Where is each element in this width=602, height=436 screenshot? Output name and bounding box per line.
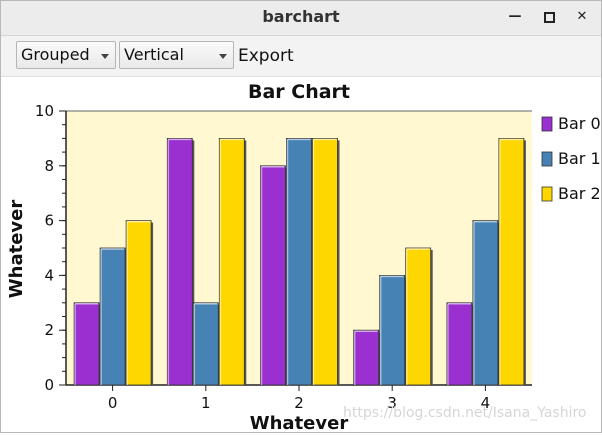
chart-area: Bar Chart 0 2 4 6 8 10 0 1 2 3 4 Whatever Whatever Bar… [1,77,601,434]
bar [353,329,380,386]
bar [312,138,338,386]
title-bar: barchart — ✕ [1,1,601,36]
x-tick-label: 1 [201,394,211,412]
y-tick-label: 8 [44,157,54,175]
y-axis-label: Whatever [6,200,27,299]
minimize-button[interactable]: — [506,8,524,26]
maximize-button[interactable] [540,8,558,26]
x-tick-label: 2 [294,394,304,412]
chart-title: Bar Chart [248,81,350,103]
x-tick-label: 0 [108,394,118,412]
y-tick-label: 0 [44,376,54,394]
x-tick-label: 4 [481,394,491,412]
y-tick-label: 6 [44,212,54,230]
bar [218,138,245,386]
bar [498,138,525,386]
bar [192,302,219,386]
bar [99,247,126,386]
legend-swatch [541,186,553,202]
toolbar: Grouped Vertical Export [1,36,601,77]
bar [405,247,432,386]
bar [166,138,193,386]
y-tick-label: 10 [35,102,54,120]
legend-swatch [541,151,553,167]
bar [260,165,286,386]
bar [446,302,473,386]
y-tick-label: 2 [44,321,54,339]
bar-chart: Bar Chart 0 2 4 6 8 10 0 1 2 3 4 Whatever Whatever Bar… [6,81,601,434]
x-tick-label: 3 [387,394,397,412]
legend-swatch [541,116,553,132]
bar [472,220,499,386]
chevron-down-icon [101,54,109,59]
bar [286,138,312,386]
export-button[interactable]: Export [238,46,294,66]
close-button[interactable]: ✕ [573,8,591,26]
maximize-icon [543,12,555,23]
legend-label: Bar 2 [558,184,601,203]
legend-label: Bar 1 [558,149,601,168]
watermark: https://blog.csdn.net/Isana_Yashiro [343,405,587,421]
bar [73,302,100,386]
legend-label: Bar 0 [558,114,601,133]
chevron-down-icon [219,54,227,59]
bar [125,220,152,386]
x-axis-label: Whatever [250,413,349,432]
mode-combo[interactable]: Grouped [16,41,116,69]
mode-combo-value: Grouped [21,45,90,64]
close-icon: ✕ [576,9,588,24]
orientation-combo-value: Vertical [124,45,184,64]
window-title: barchart [262,7,340,26]
minimize-icon: — [508,9,522,24]
y-tick-label: 4 [44,266,54,284]
orientation-combo[interactable]: Vertical [119,41,234,69]
bar [379,274,406,386]
